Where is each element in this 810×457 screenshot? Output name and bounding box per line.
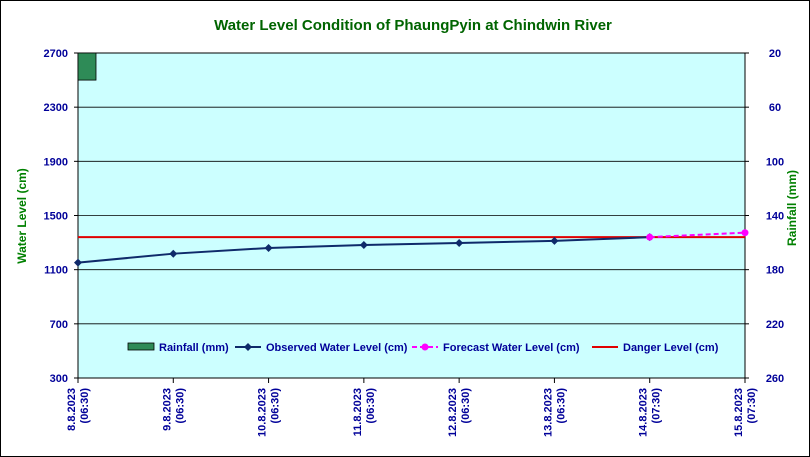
legend-swatch-rainfall (127, 342, 155, 351)
y2-tick-label: 260 (766, 373, 784, 385)
x-tick-label-group: 8.8.2023 (06:30) (66, 388, 91, 431)
rainfall-bar (77, 52, 97, 81)
x-tick-label: (06:30) (365, 388, 377, 424)
observed-point (550, 236, 559, 245)
observed-point (264, 244, 273, 252)
x-tick-label: (07:30) (651, 388, 663, 424)
legend-marker (421, 343, 429, 351)
y2-tick-label: 100 (766, 156, 784, 168)
x-tick-label: 13.8.2023 (542, 388, 554, 437)
y-tick-label: 1100 (44, 265, 68, 277)
observed-point (359, 241, 368, 250)
forecast-point (741, 229, 749, 237)
y-tick-label: 700 (50, 319, 68, 331)
observed-point (74, 258, 82, 267)
y-axis-label: Water Level (cm) (15, 168, 29, 264)
x-tick-label: 14.8.2023 (638, 388, 650, 437)
legend-label: Forecast Water Level (cm) (443, 342, 580, 354)
y2-tick-label: 180 (766, 265, 784, 277)
x-tick-label-group: 10.8.2023 (06:30) (257, 388, 282, 437)
y-tick-label: 1500 (44, 211, 68, 223)
x-tick-label-group: 12.8.2023 (06:30) (447, 388, 472, 437)
legend-label: Observed Water Level (cm) (266, 342, 408, 354)
y2-axis-label: Rainfall (mm) (785, 170, 799, 246)
x-tick-label: (06:30) (174, 388, 186, 424)
y2-tick-label: 60 (769, 102, 781, 114)
observed-point (455, 238, 464, 247)
x-tick-label: 15.8.2023 (733, 388, 745, 437)
x-tick-label: (07:30) (746, 388, 758, 424)
x-tick-label: 11.8.2023 (352, 388, 364, 436)
y2-tick-label: 220 (766, 319, 784, 331)
forecast-point (646, 233, 654, 241)
x-tick-label-group: 9.8.2023 (06:30) (161, 388, 186, 431)
x-tick-label: 10.8.2023 (257, 388, 269, 437)
y-tick-label: 300 (50, 373, 68, 385)
observed-point (169, 249, 178, 258)
x-tick-label: (06:30) (555, 388, 567, 424)
legend-marker (244, 343, 252, 351)
x-tick-label-group: 15.8.2023 (07:30) (733, 388, 758, 437)
x-tick-label: (06:30) (460, 388, 472, 424)
y-tick-label: 1900 (44, 156, 68, 168)
x-tick-label-group: 13.8.2023 (06:30) (542, 388, 567, 437)
x-tick-label-group: 14.8.2023 (07:30) (638, 388, 663, 437)
x-tick-label: 9.8.2023 (161, 388, 173, 431)
legend-label: Danger Level (cm) (623, 342, 719, 354)
x-tick-label-group: 11.8.2023 (06:30) (352, 388, 377, 437)
chart-title: Water Level Condition of PhaungPyin at C… (214, 17, 612, 34)
y-tick-label: 2300 (44, 102, 68, 114)
legend-label: Rainfall (mm) (159, 342, 229, 354)
x-tick-label: 12.8.2023 (447, 388, 459, 437)
x-tick-label: 8.8.2023 (66, 388, 78, 431)
y-tick-label: 2700 (44, 48, 68, 60)
y2-tick-label: 20 (769, 48, 781, 60)
y2-tick-label: 140 (766, 211, 784, 223)
x-tick-label: (06:30) (79, 388, 91, 424)
x-tick-label: (06:30) (270, 388, 282, 424)
